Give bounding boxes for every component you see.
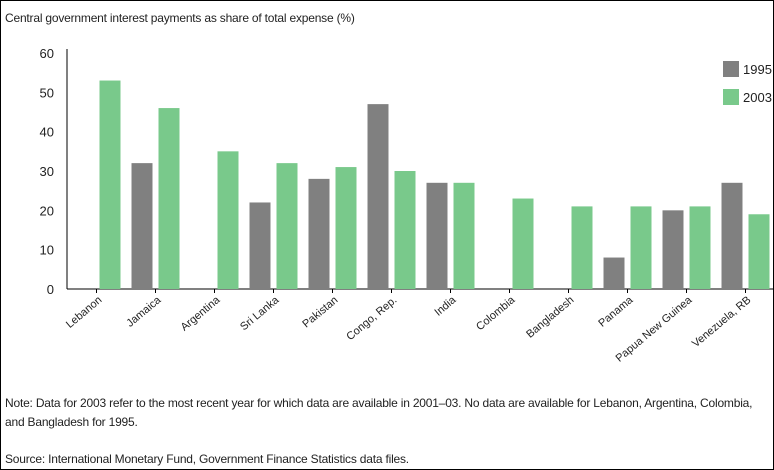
bar-1995 [426, 182, 448, 289]
x-tick-label: Congo, Rep. [344, 294, 399, 343]
bar-2003 [335, 167, 357, 289]
chart-title: Central government interest payments as … [5, 11, 355, 25]
bar-1995 [308, 178, 330, 289]
y-tick-label: 20 [40, 203, 54, 218]
x-tick-label: India [432, 294, 459, 319]
legend-label-1995: 1995 [743, 62, 772, 77]
bar-2003 [158, 108, 180, 289]
x-tick-label: Argentina [179, 294, 223, 334]
bar-2003 [630, 206, 652, 289]
y-tick-label: 60 [40, 46, 54, 61]
legend-swatch-2003 [723, 89, 739, 105]
bar-1995 [131, 163, 153, 289]
bar-1995 [249, 202, 271, 289]
bar-2003 [689, 206, 711, 289]
y-tick-label: 30 [40, 164, 54, 179]
x-tick-label: Sri Lanka [238, 294, 282, 334]
legend-label-2003: 2003 [743, 90, 772, 105]
chart-note: Note: Data for 2003 refer to the most re… [5, 396, 753, 429]
bar-2003 [394, 171, 416, 289]
x-tick-label: Panama [596, 294, 636, 330]
bar-2003 [217, 151, 239, 289]
x-tick-label: Bangladesh [524, 294, 576, 341]
chart-source: Source: International Monetary Fund, Gov… [5, 452, 409, 466]
y-tick-label: 40 [40, 125, 54, 140]
y-tick-label: 10 [40, 243, 54, 258]
bar-chart: 0 10 20 30 40 50 60 Lebanon Jamaica Argentina Sri … [40, 46, 773, 365]
y-tick-label: 50 [40, 85, 54, 100]
bar-1995 [662, 210, 684, 289]
bar-1995 [721, 182, 743, 289]
bar-2003 [748, 214, 770, 289]
y-tick-label: 0 [47, 282, 54, 297]
x-tick-label: Venezuela, RB [690, 294, 753, 350]
bar-2003 [512, 198, 534, 289]
bar-2003 [276, 163, 298, 289]
bar-1995 [367, 104, 389, 289]
x-tick-label: Pakistan [300, 294, 340, 330]
bar-2003 [571, 206, 593, 289]
bar-1995 [603, 257, 625, 289]
x-tick-label: Lebanon [64, 294, 105, 331]
x-tick-label: Colombia [474, 294, 518, 334]
bar-2003 [453, 182, 475, 289]
x-tick-label: Jamaica [124, 294, 164, 330]
bar-2003 [99, 80, 121, 290]
legend-swatch-1995 [723, 61, 739, 77]
